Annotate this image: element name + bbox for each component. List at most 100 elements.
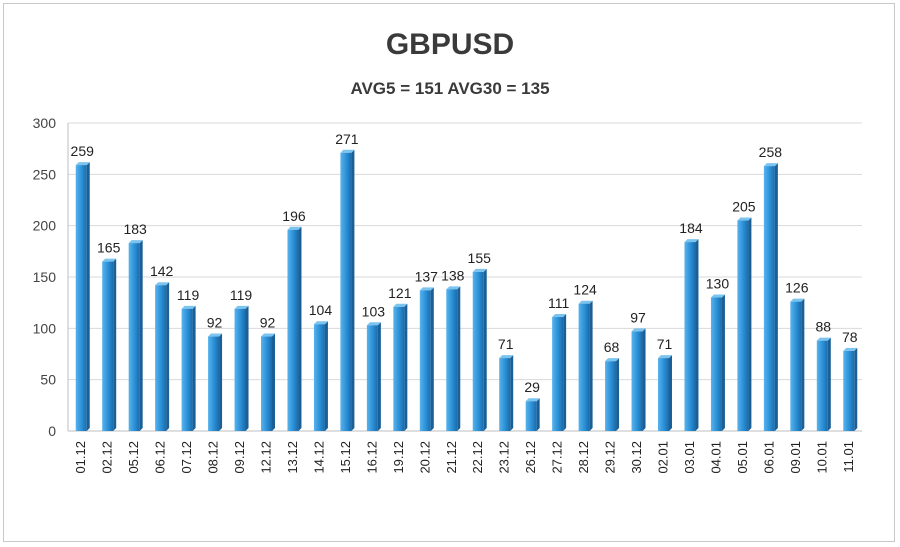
x-tick-label: 22.12: [470, 441, 485, 474]
x-tick-label: 11.01: [841, 441, 856, 473]
bar-top: [102, 258, 117, 262]
x-tick-label: 07.12: [179, 441, 194, 474]
bar-side: [324, 321, 328, 431]
bar-front: [287, 229, 299, 431]
bar-14.12: [313, 321, 328, 431]
bar-11.01: [843, 347, 858, 431]
bar-top: [499, 355, 514, 359]
bar-top: [472, 268, 487, 272]
bar-27.12: [552, 314, 567, 431]
data-label: 68: [604, 339, 620, 355]
bar-top: [658, 355, 672, 359]
data-label: 71: [498, 336, 514, 352]
bar-top: [552, 314, 567, 318]
bar-front: [605, 361, 617, 431]
bar-08.12: [208, 333, 223, 431]
bar-09.12: [234, 305, 249, 431]
bar-top: [605, 358, 620, 362]
bar-front: [340, 152, 352, 432]
x-tick-label: 14.12: [311, 441, 326, 474]
data-label: 119: [177, 287, 200, 303]
y-tick-label: 150: [33, 269, 57, 285]
bar-06.01: [763, 163, 778, 431]
bar-side: [139, 240, 143, 431]
x-tick-label: 02.01: [656, 441, 671, 474]
bar-top: [313, 321, 328, 325]
bar-front: [578, 303, 590, 431]
bar-side: [351, 149, 355, 432]
chart-title: GBPUSD: [385, 28, 515, 61]
bar-side: [113, 258, 117, 431]
data-label: 29: [524, 379, 540, 395]
bar-01.12: [75, 162, 90, 432]
bar-front: [313, 324, 325, 431]
x-tick-label: 06.12: [153, 441, 168, 474]
x-tick-label: 04.01: [708, 441, 723, 474]
bar-side: [536, 398, 540, 431]
bar-top: [128, 240, 143, 244]
bar-side: [695, 239, 699, 431]
x-tick-label: 05.12: [126, 441, 141, 474]
data-label: 88: [816, 319, 832, 335]
data-label: 184: [679, 220, 703, 236]
bar-top: [340, 149, 355, 153]
x-tick-label: 02.12: [100, 441, 115, 474]
data-label: 130: [706, 276, 730, 292]
data-label: 92: [260, 315, 276, 331]
bar-front: [737, 220, 749, 431]
bar-front: [75, 165, 87, 432]
x-tick-label: 23.12: [497, 441, 512, 474]
bar-top: [287, 226, 302, 230]
data-label: 92: [207, 315, 223, 331]
x-tick-label: 09.12: [232, 441, 247, 474]
bar-10.01: [816, 337, 831, 431]
bar-side: [589, 300, 593, 431]
bar-front: [128, 243, 140, 431]
bar-side: [642, 328, 646, 431]
data-label: 119: [230, 287, 253, 303]
x-tick-label: 06.01: [761, 441, 776, 474]
bar-03.01: [684, 239, 699, 431]
bar-top: [843, 347, 858, 351]
bar-top: [419, 287, 434, 291]
bar-side: [827, 337, 831, 431]
bar-side: [272, 333, 275, 431]
x-tick-label: 26.12: [523, 441, 538, 474]
x-tick-label: 19.12: [391, 441, 406, 474]
bar-04.01: [710, 294, 725, 431]
bar-side: [377, 322, 381, 431]
bar-21.12: [446, 286, 461, 431]
bar-19.12: [393, 303, 408, 431]
bar-02.01: [658, 355, 672, 431]
bar-side: [457, 286, 461, 431]
x-tick-label: 30.12: [629, 441, 644, 474]
bar-front: [499, 358, 511, 431]
x-tick-label: 27.12: [550, 441, 565, 474]
data-label: 126: [785, 280, 809, 296]
bar-front: [763, 166, 775, 431]
bar-front: [552, 317, 564, 431]
bar-front: [631, 331, 643, 431]
bar-side: [801, 298, 805, 431]
bar-top: [261, 333, 275, 337]
y-tick-label: 50: [40, 372, 56, 388]
bar-front: [261, 336, 272, 431]
bar-top: [631, 328, 646, 332]
y-tick-label: 200: [33, 218, 57, 234]
bar-30.12: [631, 328, 646, 431]
data-label: 196: [282, 208, 306, 224]
data-label: 183: [123, 221, 147, 237]
bar-05.01: [737, 217, 752, 431]
bar-top: [234, 305, 249, 309]
bar-side: [669, 355, 672, 431]
bar-front: [684, 242, 696, 431]
bar-26.12: [525, 398, 540, 431]
data-label: 155: [468, 250, 492, 266]
bar-top: [763, 163, 778, 167]
data-label: 137: [415, 268, 439, 284]
x-tick-label: 12.12: [259, 441, 274, 474]
x-tick-label: 13.12: [285, 441, 300, 474]
data-label: 258: [759, 144, 783, 160]
bar-side: [748, 217, 752, 431]
